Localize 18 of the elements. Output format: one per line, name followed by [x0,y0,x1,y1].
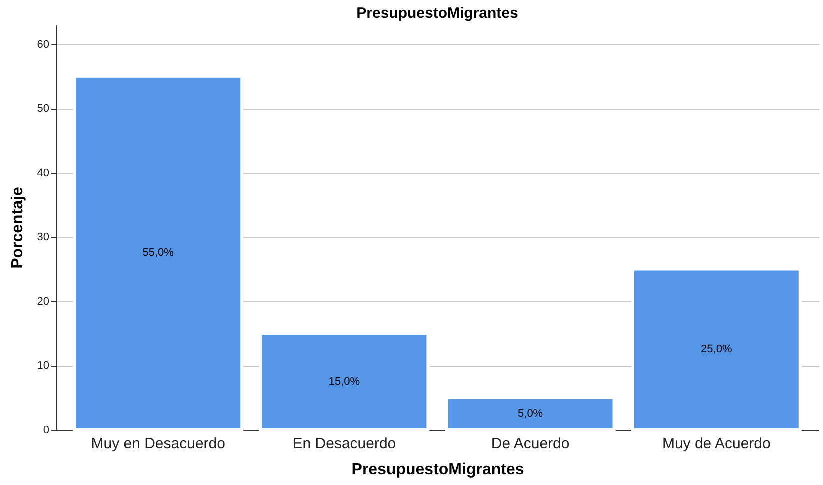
data-label: 55,0% [142,247,174,260]
x-tick-label: Muy de Acuerdo [662,436,771,452]
y-tick-label: 0 [43,424,50,436]
y-axis-title: Porcentaje [9,186,26,269]
data-label: 25,0% [701,344,732,356]
data-label: 15,0% [328,376,360,388]
y-tick-label: 60 [37,38,50,51]
x-tick-label: De Acuerdo [491,436,570,452]
x-tick-label: En Desacuerdo [292,436,396,452]
y-tick-label: 40 [37,167,50,180]
chart-title: PresupuestoMigrantes [356,5,518,22]
data-label: 5,0% [518,408,544,420]
y-tick-label: 20 [37,296,50,308]
x-tick-label: Muy en Desacuerdo [91,436,226,452]
y-tick-label: 30 [37,232,50,244]
y-tick-label: 50 [37,103,50,116]
y-tick-label: 10 [37,360,50,372]
x-axis-title: PresupuestoMigrantes [352,462,524,478]
